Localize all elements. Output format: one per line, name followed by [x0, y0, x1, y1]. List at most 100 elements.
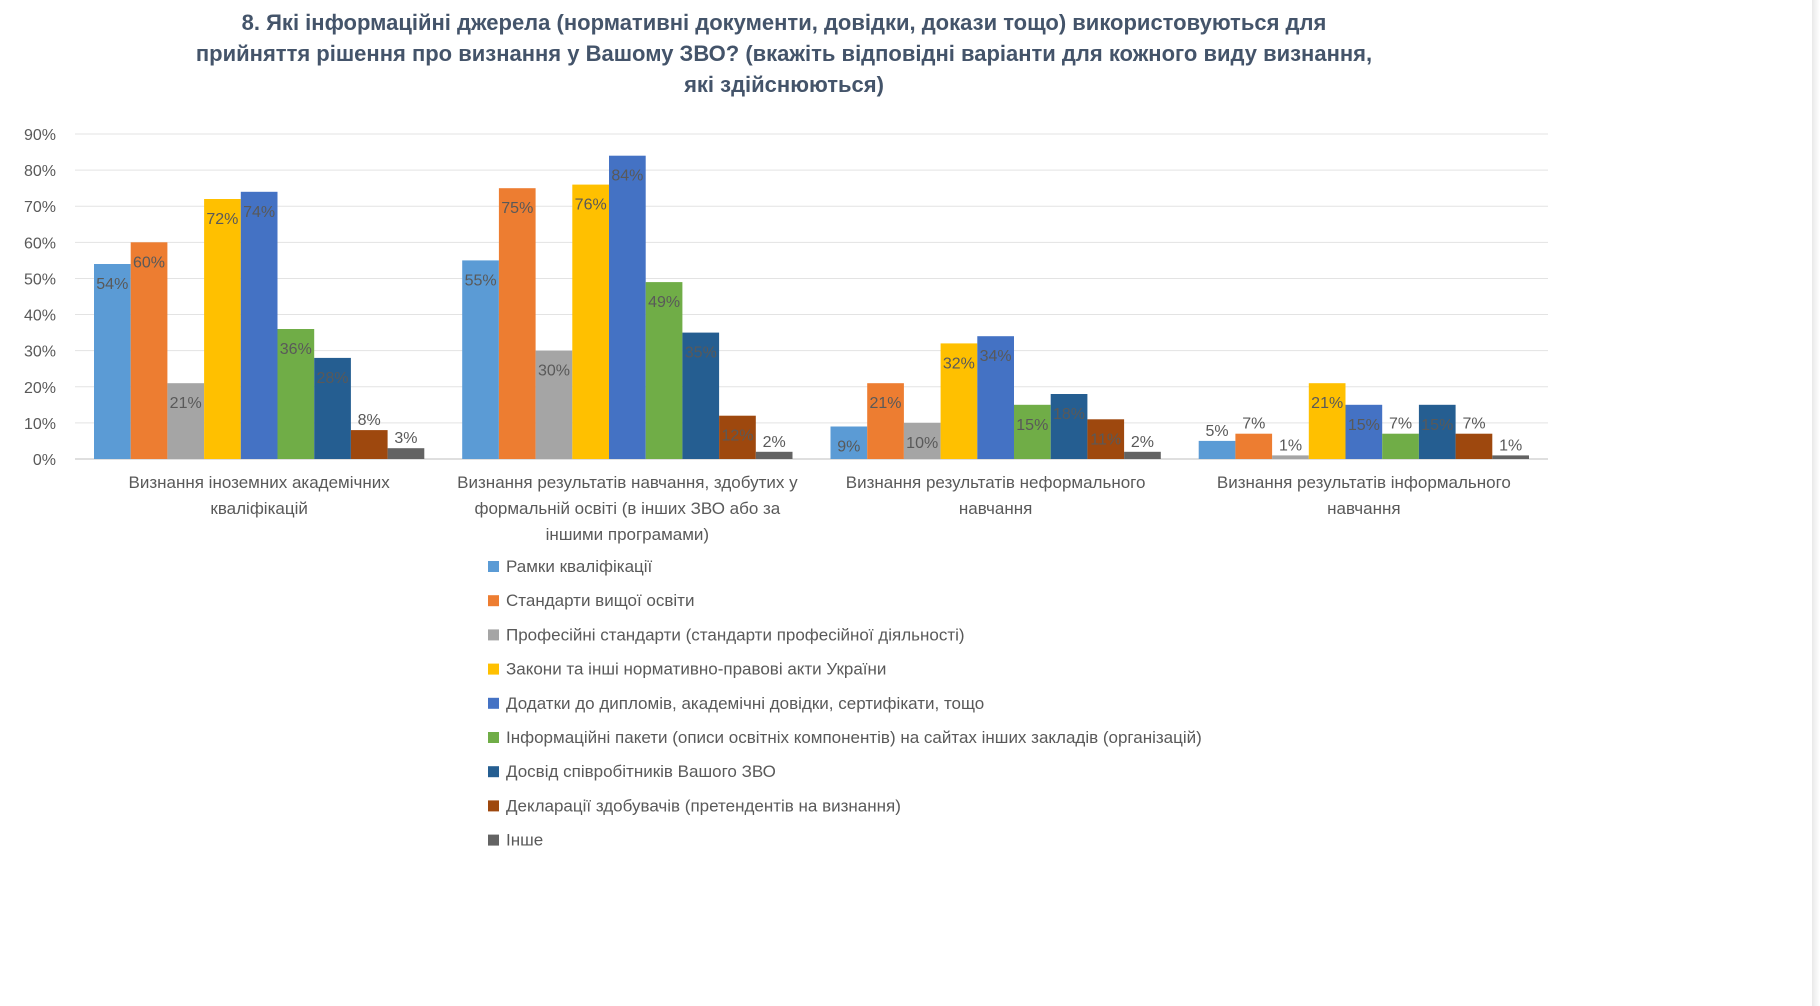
data-label: 10% — [906, 435, 938, 452]
x-axis-categories: Визнання іноземних академічних кваліфікац… — [128, 473, 1510, 544]
data-label: 2% — [763, 434, 786, 451]
chart-title-line: прийняття рішення про визнання у Вашому … — [196, 41, 1372, 66]
data-label: 1% — [1279, 437, 1302, 454]
bar — [498, 188, 536, 459]
bar — [387, 448, 425, 459]
data-label: 54% — [96, 276, 128, 293]
y-tick-label: 80% — [24, 163, 56, 180]
legend-swatch — [488, 697, 499, 709]
chart-title: 8. Які інформаційні джерела (нормативні … — [196, 10, 1372, 97]
data-label: 60% — [133, 254, 165, 271]
data-label: 30% — [538, 363, 570, 380]
x-category-label: Визнання результатів неформального — [846, 473, 1146, 492]
bar — [1382, 433, 1419, 459]
data-label: 21% — [1311, 395, 1343, 412]
legend-swatch — [488, 834, 499, 846]
bar — [1198, 440, 1236, 459]
legend-label: Додатки до дипломів, академічні довідки,… — [506, 694, 984, 713]
bar — [977, 336, 1014, 459]
legend-label: Інформаційні пакети (описи освітніх комп… — [506, 728, 1202, 747]
data-label: 15% — [1421, 417, 1453, 434]
legend-swatch — [488, 663, 499, 675]
data-labels: 54% 60% 21% 72% 74% 36%28% 8% 3% 55% 75% 30% 76%84%… — [96, 168, 1522, 456]
bar — [1235, 433, 1273, 459]
x-category-label: Визнання результатів навчання, здобутих … — [457, 473, 798, 492]
bar — [167, 383, 205, 459]
legend-swatch — [488, 800, 499, 812]
y-tick-label: 0% — [33, 452, 56, 469]
data-label: 3% — [394, 430, 417, 447]
bar — [682, 332, 720, 459]
x-category-label: Визнання іноземних академічних — [128, 473, 390, 492]
bar — [1014, 404, 1051, 459]
data-label: 1% — [1499, 437, 1522, 454]
data-label: 49% — [648, 294, 680, 311]
data-label: 2% — [1131, 434, 1154, 451]
data-label: 84% — [611, 168, 643, 185]
bar — [204, 199, 241, 459]
x-category-label: кваліфікацій — [210, 499, 307, 518]
data-label: 21% — [869, 395, 901, 412]
bar — [867, 383, 904, 459]
bar — [1087, 419, 1125, 459]
bar — [130, 242, 168, 459]
legend: Рамки кваліфікації Стандарти вищої освіти… — [488, 557, 1202, 850]
x-category-label: іншими програмами) — [546, 525, 709, 544]
legend-swatch — [488, 629, 499, 641]
legend-label: Інше — [506, 831, 543, 850]
y-tick-label: 10% — [24, 416, 56, 433]
bar — [903, 422, 941, 459]
legend-label: Закони та інші нормативно-правові акти У… — [506, 660, 886, 679]
data-label: 72% — [206, 211, 238, 228]
x-category-label: навчання — [959, 499, 1032, 518]
legend-label: Декларації здобувачів (претендентів на в… — [506, 796, 901, 815]
data-label: 11% — [1090, 431, 1121, 448]
data-label: 15% — [1016, 417, 1048, 434]
bar — [1455, 433, 1493, 459]
x-category-label: формальній освіті (в інших ЗВО або за — [474, 499, 780, 518]
bar — [94, 264, 131, 459]
data-label: 9% — [837, 439, 860, 456]
y-tick-label: 90% — [24, 127, 56, 144]
bar — [609, 155, 646, 459]
data-label: 35% — [685, 345, 717, 362]
data-label: 74% — [243, 204, 275, 221]
bar — [830, 426, 868, 459]
data-label: 12% — [721, 428, 753, 445]
legend-label: Рамки кваліфікації — [506, 557, 653, 576]
data-label: 7% — [1242, 416, 1265, 433]
bars — [94, 155, 1529, 460]
bar — [350, 430, 388, 459]
bar — [755, 451, 793, 459]
bar — [240, 191, 278, 460]
data-label: 7% — [1389, 416, 1412, 433]
bar — [1272, 455, 1309, 459]
legend-swatch — [488, 595, 499, 607]
data-label: 18% — [1053, 406, 1085, 423]
data-label: 36% — [280, 341, 312, 358]
legend-swatch — [488, 561, 499, 572]
data-label: 7% — [1462, 416, 1485, 433]
bar — [719, 415, 756, 459]
y-tick-label: 20% — [24, 380, 56, 397]
data-label: 8% — [358, 412, 381, 429]
y-axis: 0% 10% 20% 30% 40% 50% 60% 70% 80% 90% — [24, 127, 56, 469]
legend-label: Професійні стандарти (стандарти професій… — [506, 625, 965, 644]
bar — [572, 184, 609, 459]
data-label: 21% — [170, 395, 202, 412]
bar — [645, 282, 683, 459]
data-label: 34% — [980, 348, 1012, 365]
x-category-label: Визнання результатів інформального — [1217, 473, 1511, 492]
legend-swatch — [488, 766, 499, 778]
data-label: 76% — [575, 197, 607, 214]
bar — [462, 260, 499, 459]
bar — [1345, 404, 1383, 459]
legend-label: Досвід співробітників Вашого ЗВО — [506, 762, 776, 781]
y-tick-label: 30% — [24, 344, 56, 361]
y-tick-label: 70% — [24, 199, 56, 216]
chart-frame-edge — [1812, 0, 1820, 1006]
bar — [1124, 451, 1161, 459]
bar — [314, 357, 351, 459]
legend-swatch — [488, 732, 499, 743]
